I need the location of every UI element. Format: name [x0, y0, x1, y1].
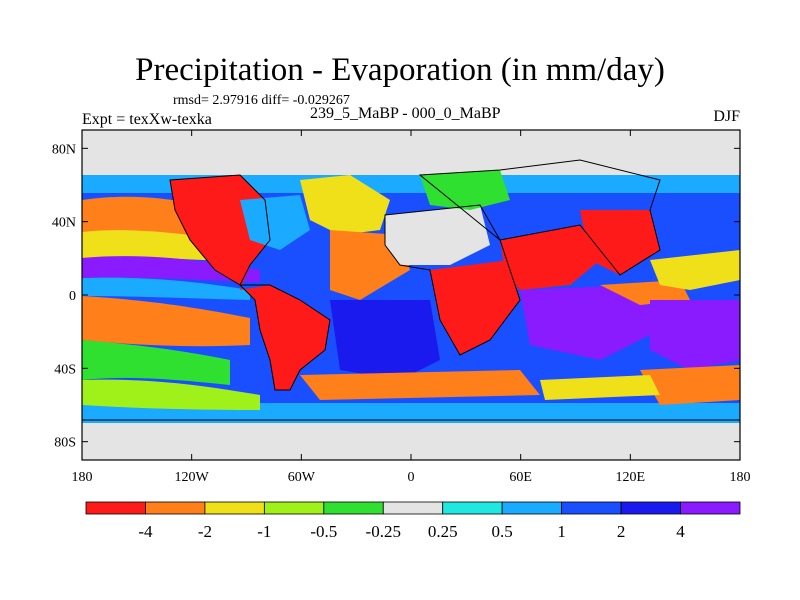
- lon-tick-label: 120W: [175, 470, 210, 485]
- equatorial-blue: [82, 277, 250, 300]
- atlantic-yellow: [300, 175, 390, 235]
- sp-lightgreen: [82, 379, 260, 410]
- africa-field: [430, 260, 520, 355]
- arctic-zone: [82, 130, 740, 175]
- lon-tick-label: 180: [730, 470, 751, 485]
- np-purple-band: [82, 256, 260, 282]
- lon-tick-label: 60E: [509, 470, 532, 485]
- colorbar-label: -1: [257, 522, 271, 541]
- europe-field: [420, 170, 510, 210]
- lat-tick-label: 40N: [52, 216, 76, 231]
- colorbar-swatch: [145, 501, 206, 515]
- colorbar-swatch: [680, 501, 741, 515]
- plot-title: Precipitation - Evaporation (in mm/day): [135, 52, 665, 88]
- lon-tick-label: 120E: [616, 470, 646, 485]
- asia-red: [500, 225, 600, 290]
- eurasia-coastline: [418, 159, 661, 276]
- colorbar-label: 0.5: [492, 522, 513, 541]
- lat-tick-label: 80S: [54, 436, 76, 451]
- lon-tick-label: 60W: [288, 470, 316, 485]
- lon-tick-label: 0: [408, 470, 415, 485]
- na-east-field: [240, 195, 310, 250]
- colorbar-label: 0.25: [428, 522, 458, 541]
- colorbar: -4 -2 -1 -0.5 -0.25 0.25 0.5 1 2 4: [85, 501, 741, 541]
- stats-line: rmsd= 2.97916 diff= -0.029267: [173, 93, 350, 108]
- southern-orange-streak: [300, 370, 540, 400]
- south-atlantic: [330, 300, 440, 380]
- wp-purple: [650, 300, 740, 370]
- sahara-zone: [385, 205, 490, 265]
- americas-field: [170, 175, 330, 390]
- colorbar-swatch: [442, 501, 503, 515]
- colorbar-label: -4: [138, 522, 153, 541]
- wp-yellow: [650, 250, 740, 290]
- colorbar-swatch: [561, 501, 622, 515]
- colorbar-swatch: [620, 501, 681, 515]
- sp-green: [82, 340, 230, 385]
- lat-tick-label: 0: [69, 289, 76, 304]
- map-axes: 180 120W 60W 0 60E 120E 180 80N 40N 0 40S 80S: [52, 130, 751, 485]
- indian-ocean-purple: [520, 285, 660, 360]
- lon-tick-label: 180: [72, 470, 93, 485]
- season-label: DJF: [713, 108, 740, 125]
- colorbar-label: -2: [198, 522, 212, 541]
- east-asia-red: [580, 210, 660, 275]
- difference-label: 239_5_MaBP - 000_0_MaBP: [310, 105, 501, 122]
- antarctic-zone: [82, 420, 740, 460]
- experiment-label: Expt = texXw-texka: [82, 111, 212, 128]
- colorbar-swatch: [204, 501, 265, 515]
- colorbar-swatch: [382, 501, 444, 515]
- colorbar-label: 4: [676, 522, 685, 541]
- colorbar-label: -0.25: [366, 522, 401, 541]
- ep-orange: [82, 296, 250, 347]
- colorbar-swatch: [85, 501, 146, 515]
- map-field: [82, 130, 740, 460]
- colorbar-swatch: [263, 501, 325, 515]
- colorbar-swatch: [501, 501, 563, 515]
- sw-pacific-orange: [640, 365, 740, 405]
- colorbar-label: -0.5: [310, 522, 337, 541]
- lat-tick-label: 40S: [54, 362, 76, 377]
- colorbar-label: 1: [557, 522, 566, 541]
- colorbar-label: 2: [617, 522, 626, 541]
- southern-yellow-streak: [540, 375, 660, 400]
- africa-coastline: [384, 204, 521, 356]
- colorbar-swatch: [323, 501, 384, 515]
- americas-coastline: [169, 174, 331, 391]
- lat-tick-label: 80N: [52, 142, 76, 157]
